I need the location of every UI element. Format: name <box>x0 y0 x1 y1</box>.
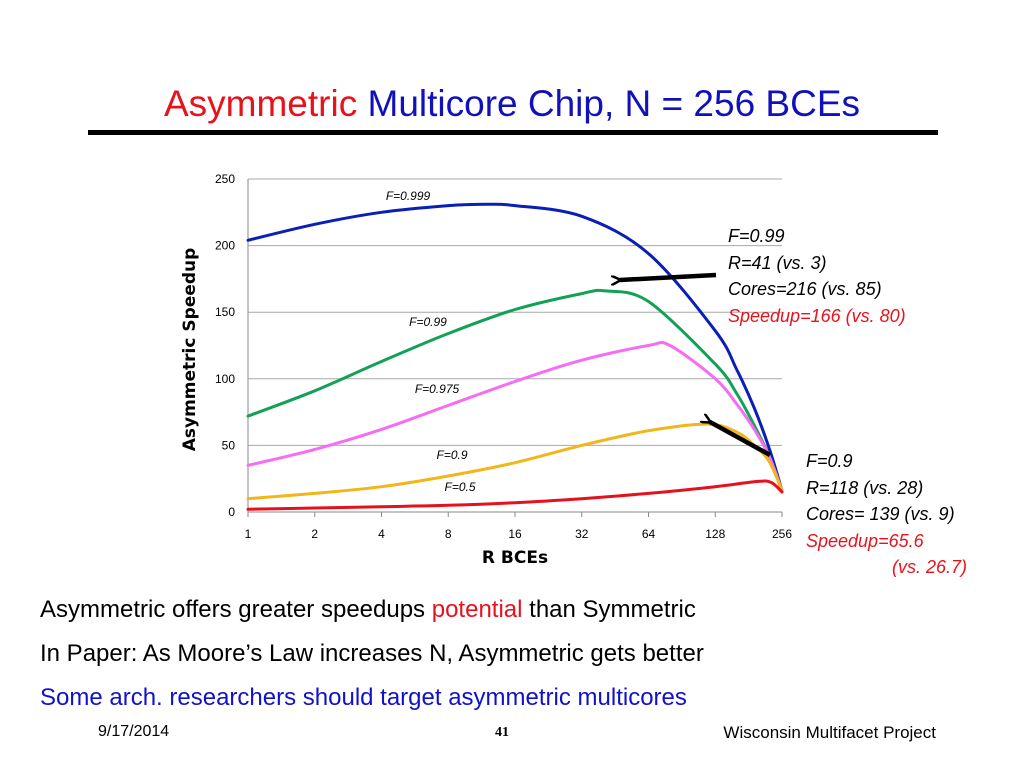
annotation-f099-line1: F=0.99 <box>728 226 785 246</box>
bullet-list: Asymmetric offers greater speedups poten… <box>40 588 704 720</box>
slide-title: Asymmetric Multicore Chip, N = 256 BCEs <box>0 82 1024 126</box>
page-number: 41 <box>495 725 509 740</box>
series-label: F=0.5 <box>444 480 475 494</box>
x-tick-label: 2 <box>311 527 318 541</box>
x-axis-title: R BCEs <box>482 548 548 568</box>
y-tick-label: 250 <box>215 172 235 186</box>
bullet-item: Asymmetric offers greater speedups poten… <box>40 588 704 632</box>
annotation-f09-baseline: (vs. 26.7) <box>892 557 968 577</box>
bullet-highlight: potential <box>431 596 523 623</box>
x-tick-label: 8 <box>445 527 452 541</box>
series-label: F=0.975 <box>415 382 460 396</box>
title-underline <box>88 130 938 135</box>
y-tick-label: 50 <box>222 438 236 452</box>
series-label: F=0.9 <box>436 448 467 462</box>
bullet-item: Some arch. researchers should target asy… <box>40 684 687 711</box>
series-line <box>246 202 784 493</box>
series-line <box>246 479 784 511</box>
speedup-chart: 0 50 100 150 200 250 1 2 4 8 16 32 64 128 256 R BCEs Asy… <box>180 172 792 568</box>
annotation-f09-line1: F=0.9 <box>806 451 853 471</box>
footer-date: 9/17/2014 <box>98 723 170 740</box>
annotation-f099: F=0.99 R=41 (vs. 3) Cores=216 (vs. 85) S… <box>728 223 906 329</box>
x-tick-label: 64 <box>642 527 656 541</box>
title-text: Multicore Chip, N = 256 BCEs <box>367 83 861 124</box>
footer-project: Wisconsin Multifacet Project <box>723 723 936 742</box>
x-tick-label: 1 <box>245 527 252 541</box>
bullet-item: In Paper: As Moore’s Law increases N, As… <box>40 640 704 667</box>
y-tick-label: 150 <box>215 305 235 319</box>
annotation-f09-speedup: Speedup=65.6 <box>806 530 924 551</box>
annotation-f09-line3: Cores= 139 (vs. 9) <box>806 504 955 524</box>
annotation-f099-speedup: Speedup=166 (vs. 80) <box>728 305 906 326</box>
y-tick-label: 0 <box>228 505 235 519</box>
y-tick-label: 100 <box>215 372 235 386</box>
bullet-text: Asymmetric offers greater speedups <box>40 596 432 623</box>
x-tick-label: 128 <box>705 527 725 541</box>
x-tick-label: 4 <box>378 527 385 541</box>
bullet-text: than Symmetric <box>522 596 696 623</box>
arrow-f09 <box>710 422 772 457</box>
series-line <box>246 340 784 493</box>
arrow-f099 <box>620 272 717 280</box>
y-axis-title: Asymmetric Speedup <box>180 248 200 452</box>
y-tick-label: 200 <box>215 239 235 253</box>
annotation-f099-line3: Cores=216 (vs. 85) <box>728 279 882 299</box>
x-tick-label: 32 <box>575 527 589 541</box>
series-line <box>246 288 784 493</box>
x-tick-label: 16 <box>508 527 522 541</box>
series-label: F=0.999 <box>386 189 431 203</box>
x-tick-label: 256 <box>772 527 792 541</box>
title-highlight: Asymmetric <box>163 83 358 124</box>
series-label: F=0.99 <box>409 315 447 329</box>
annotation-f09: F=0.9 R=118 (vs. 28) Cores= 139 (vs. 9) … <box>806 448 967 581</box>
annotation-f09-line2: R=118 (vs. 28) <box>806 477 924 498</box>
annotation-f099-line2: R=41 (vs. 3) <box>728 252 827 273</box>
